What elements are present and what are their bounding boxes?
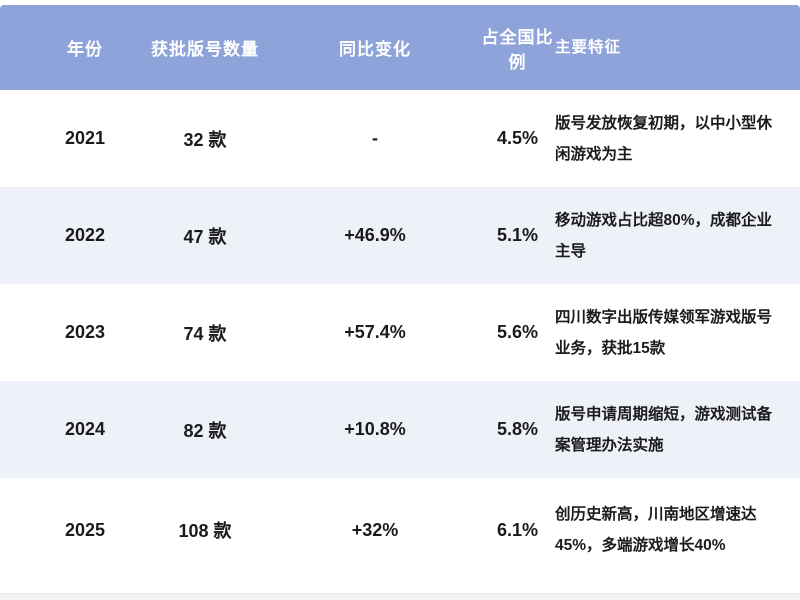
header-cell-yoy: 同比变化: [339, 40, 411, 59]
cell-features: 版号发放恢复初期，以中小型休闲游戏为主: [555, 114, 773, 163]
cell-yoy: +32%: [351, 519, 399, 540]
cell-year: 2021: [64, 128, 106, 148]
cell-features: 移动游戏占比超80%，成都企业主导: [555, 211, 773, 260]
cell-yoy: +46.9%: [344, 225, 406, 245]
license-table: 年份 获批版号数量 同比变化 占全国比例 主要特征 2021 32 款 - 4.…: [0, 5, 800, 582]
cell-count: 108 款: [178, 521, 232, 541]
cell-count: 82 款: [183, 420, 227, 441]
cell-features: 四川数字出版传媒领军游戏版号业务，获批15款: [555, 308, 773, 357]
header-cell-share: 占全国比例: [481, 27, 554, 72]
cell-year: 2023: [64, 322, 106, 342]
cell-share: 5.8%: [496, 419, 539, 439]
header-cell-year: 年份: [67, 40, 103, 59]
cell-share: 5.1%: [496, 225, 539, 245]
table-row-2025: 2025 108 款 +32% 6.1% 创历史新高，川南地区增速达45%，多端…: [0, 478, 800, 582]
header-cell-count: 获批版号数量: [151, 40, 259, 59]
cell-yoy: +10.8%: [344, 419, 406, 439]
cell-features: 版号申请周期缩短，游戏测试备案管理办法实施: [555, 405, 773, 454]
cell-year: 2024: [64, 419, 106, 439]
cell-year: 2025: [64, 519, 106, 540]
cell-count: 32 款: [183, 129, 227, 150]
bottom-edge-band: [0, 593, 800, 600]
table-row-2021: 2021 32 款 - 4.5% 版号发放恢复初期，以中小型休闲游戏为主: [0, 90, 800, 187]
cell-count: 47 款: [183, 226, 227, 247]
cell-share: 4.5%: [496, 128, 539, 148]
cell-year: 2022: [64, 225, 106, 245]
table-row-2022: 2022 47 款 +46.9% 5.1% 移动游戏占比超80%，成都企业主导: [0, 187, 800, 284]
cell-features: 创历史新高，川南地区增速达45%，多端游戏增长40%: [555, 506, 757, 554]
table-row-2023: 2023 74 款 +57.4% 5.6% 四川数字出版传媒领军游戏版号业务，获…: [0, 284, 800, 381]
cell-count: 74 款: [183, 323, 227, 344]
cell-yoy: -: [372, 128, 378, 148]
header-cell-features: 主要特征: [555, 39, 622, 56]
table-row-2024: 2024 82 款 +10.8% 5.8% 版号申请周期缩短，游戏测试备案管理办…: [0, 381, 800, 478]
table-header-row: 年份 获批版号数量 同比变化 占全国比例 主要特征: [0, 5, 800, 90]
cell-share: 5.6%: [496, 322, 539, 342]
cell-yoy: +57.4%: [344, 322, 406, 342]
cell-share: 6.1%: [496, 519, 539, 540]
